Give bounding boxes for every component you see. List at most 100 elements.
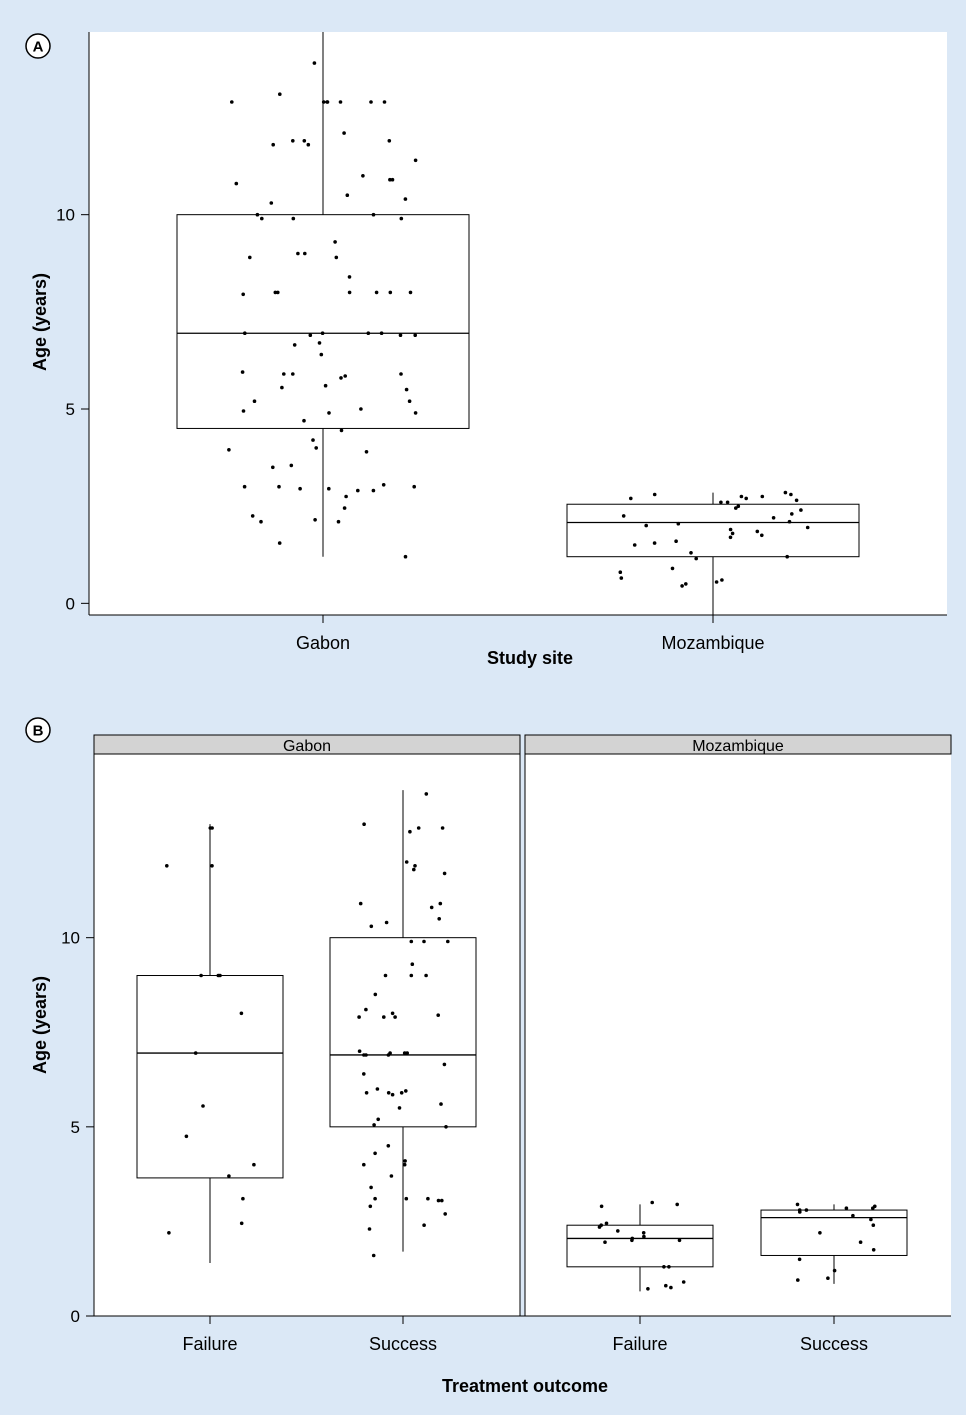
panel-a-mozambique-point (694, 556, 698, 561)
panel-a-gabon-point (248, 255, 252, 260)
panel-b-gabon-success-point (442, 1062, 447, 1067)
panel-b-mozambique-failure-point (599, 1204, 604, 1209)
panel-a-gabon-point (302, 139, 307, 143)
panel-b-mozambique-success-point (826, 1276, 830, 1280)
panel-a-gabon-point (403, 197, 408, 201)
panel-a-gabon-point (252, 399, 257, 404)
panel-b-mozambique-failure-point (675, 1202, 679, 1207)
panel-b-gabon-failure-point (239, 1221, 244, 1226)
panel-b-mozambique-success-point (832, 1268, 837, 1273)
panel-b-x-axis-title: Treatment outcome (442, 1376, 608, 1396)
panel-b-gabon-success-point (357, 1049, 362, 1053)
panel-b-mozambique-success-point (804, 1208, 809, 1212)
panel-b-gabon-failure-point (165, 864, 169, 868)
panel-a-gabon-point (413, 333, 418, 338)
panel-a-gabon-point (230, 100, 234, 104)
panel-b-gabon-success-point (390, 1011, 395, 1016)
panel-a-mozambique-box (566, 503, 860, 558)
panel-b-label: B (33, 723, 44, 740)
panel-a-mozambique-point (787, 519, 792, 524)
panel-a-mozambique-point (670, 566, 675, 571)
panel-b-mozambique-failure-point (641, 1231, 646, 1235)
panel-b-gabon-success-point (386, 1144, 391, 1148)
panel-a-gabon-point (280, 385, 284, 390)
panel-a-gabon-point (371, 488, 376, 493)
panel-b-mozambique-success-point (797, 1257, 802, 1262)
panel-a-gabon-point (311, 438, 315, 442)
panel-b-gabon-success-point (402, 1162, 407, 1167)
panel-b-gabon-success-point (436, 1013, 441, 1017)
panel-b-mozambique-failure-point (646, 1287, 650, 1291)
panel-a-gabon-point (291, 139, 295, 143)
panel-b-gabon-success-point (442, 871, 447, 876)
panel-b-x-tick-label: Success (800, 1334, 868, 1354)
panel-b-gabon-success-point (424, 973, 428, 978)
panel-a-gabon-point (403, 554, 408, 559)
panel-b-gabon-success-point (405, 1051, 410, 1055)
panel-b-gabon-success-point (386, 1091, 391, 1095)
panel-a-gabon-point (313, 518, 317, 522)
panel-a-gabon-point (302, 418, 306, 423)
panel-a-mozambique-point (736, 504, 741, 509)
panel-a-gabon-point (347, 290, 352, 295)
panel-a-gabon-point (413, 411, 418, 415)
panel-b-gabon-success-point (404, 860, 409, 864)
panel-b-mozambique-success-point (851, 1213, 855, 1218)
panel-a-mozambique-point (771, 516, 776, 520)
panel-b-gabon-success-point (409, 939, 414, 944)
panel-a-gabon-point (323, 383, 328, 388)
panel-a-mozambique-point (644, 523, 648, 528)
panel-a-gabon-point (276, 290, 280, 295)
panel-a-gabon-point (289, 463, 294, 468)
panel-a-gabon-point (342, 506, 347, 510)
panel-b-y-tick-label: 10 (61, 929, 80, 948)
panel-b-gabon-failure-point (239, 1011, 244, 1016)
panel-a-gabon-point (382, 100, 387, 104)
panel-b-gabon-success-point (393, 1015, 397, 1019)
panel-b-gabon-success-point (364, 1007, 368, 1012)
panel-b-badge: B (25, 717, 51, 743)
panel-a-gabon-point (408, 290, 413, 295)
panel-a-mozambique-point (680, 584, 684, 588)
panel-a-gabon-point (364, 450, 369, 454)
panel-a-mozambique-point (618, 570, 623, 574)
panel-a-gabon-point (260, 216, 264, 221)
panel-b-gabon-failure-point (218, 973, 222, 978)
panel-b-gabon-failure-point (210, 864, 214, 868)
panel-a-plot-area (89, 32, 947, 615)
panel-a-gabon-point (339, 376, 343, 380)
panel-a-gabon-point (292, 343, 297, 347)
panel-b-gabon-success-point (362, 822, 366, 826)
panel-b-gabon-success-point (404, 1089, 408, 1093)
panel-b-gabon-failure-point (184, 1134, 189, 1139)
panel-b-y-tick-label: 0 (71, 1307, 80, 1326)
panel-b-gabon-success-point (410, 962, 415, 966)
panel-a-gabon-point (398, 333, 403, 338)
panel-a-gabon-point (390, 177, 395, 182)
panel-a: A 0 5 10 Gabon Mozambique Study site Age (y… (25, 32, 947, 668)
panel-b-gabon-success-point (416, 826, 421, 830)
panel-a-label: A (33, 39, 44, 56)
panel-a-gabon-point (240, 370, 245, 374)
panel-a-gabon-point (388, 290, 393, 295)
panel-a-mozambique-point (739, 494, 744, 499)
panel-b-gabon-success-point (408, 829, 412, 834)
panel-a-gabon-point (277, 541, 282, 545)
panel-b-x-tick-label: Success (369, 1334, 437, 1354)
panel-a-gabon-point (291, 216, 296, 221)
panel-b-mozambique-failure-point (681, 1280, 686, 1284)
panel-a-gabon-point (407, 399, 412, 404)
panel-a-gabon-point (412, 484, 417, 489)
panel-a-mozambique-point (790, 512, 794, 516)
panel-b-gabon-success-point (426, 1196, 430, 1201)
panel-a-mozambique-point (719, 500, 723, 505)
panel-a-mozambique-point (676, 521, 681, 526)
panel-b-gabon-success-point (412, 867, 416, 872)
panel-a-gabon-point (343, 374, 348, 378)
panel-a-mozambique-point (760, 494, 765, 499)
panel-b-gabon-success-point (404, 1196, 409, 1201)
panel-a-gabon-point (319, 352, 324, 357)
panel-a-gabon-point (271, 465, 275, 470)
panel-a-gabon-point (379, 331, 384, 336)
panel-a-gabon-point (404, 387, 409, 392)
